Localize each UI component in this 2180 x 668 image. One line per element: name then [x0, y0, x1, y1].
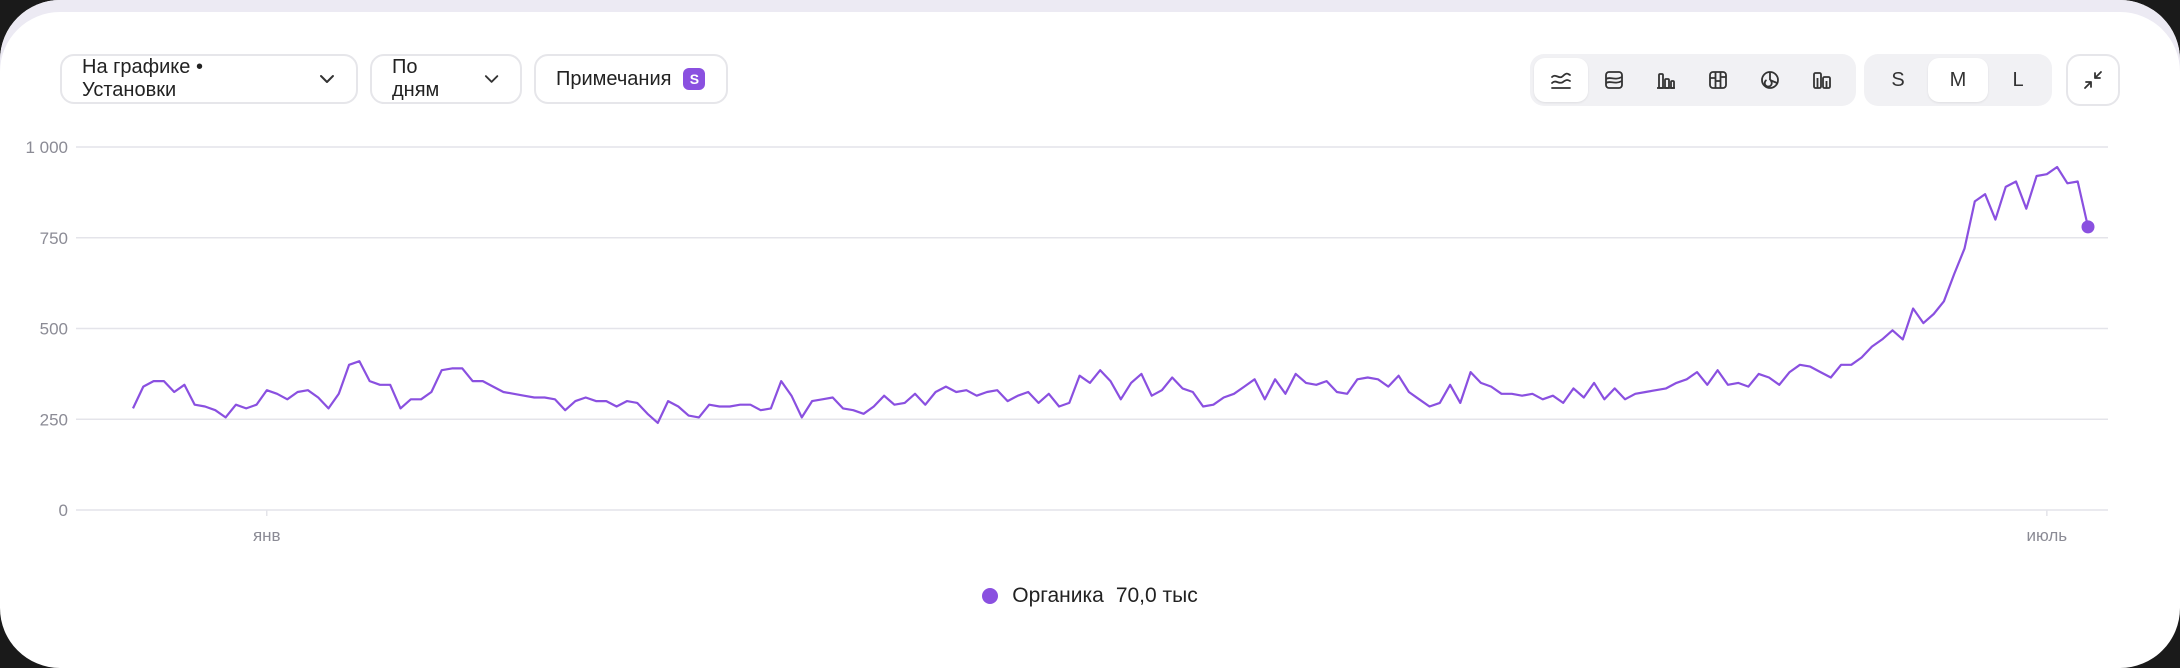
- chevron-down-icon: [484, 75, 499, 83]
- notes-button-label: Примечания: [556, 67, 672, 90]
- series-last-point: [2081, 220, 2095, 234]
- size-option-s[interactable]: S: [1891, 68, 1905, 91]
- y-tick-label: 750: [40, 229, 68, 248]
- line-chart: 1 000 750 500 250 0 янв июль: [25, 138, 2108, 545]
- size-switcher: S M L: [1864, 54, 2052, 106]
- notes-badge: S: [683, 68, 706, 90]
- chart-type-stacked-bar[interactable]: [1692, 58, 1744, 102]
- size-option-m[interactable]: M: [1928, 58, 1988, 102]
- legend-series-name: Органика: [1012, 584, 1104, 607]
- chart-type-grouped-bar[interactable]: [1796, 58, 1848, 102]
- period-dropdown-label: По дням: [392, 56, 440, 101]
- legend-series-total: 70,0 тыс: [1115, 584, 1198, 607]
- y-tick-label: 1 000: [25, 138, 68, 157]
- y-tick-label: 0: [59, 501, 68, 520]
- bar-chart-icon: [1657, 73, 1675, 89]
- stacked-area-icon: [1605, 71, 1623, 89]
- line-chart-icon: [1551, 72, 1571, 89]
- notes-button[interactable]: Примечания S: [534, 54, 728, 104]
- x-tick-label: июль: [2027, 526, 2068, 545]
- y-tick-label: 500: [40, 320, 68, 339]
- collapse-button[interactable]: [2066, 54, 2120, 106]
- size-option-l[interactable]: L: [2012, 68, 2024, 91]
- chevron-down-icon: [320, 75, 335, 83]
- metric-dropdown-label: На графике • Установки: [82, 56, 203, 101]
- legend-marker: [982, 588, 999, 604]
- chart-toolbar: На графике • Установки По дням Примечани…: [58, 54, 2120, 108]
- chart-type-switcher: [1530, 54, 1856, 106]
- grouped-bar-icon: [1813, 72, 1831, 89]
- series-line-organika: [132, 165, 2090, 424]
- collapse-icon: [2084, 71, 2102, 89]
- chart-type-stacked-area[interactable]: [1588, 58, 1640, 102]
- period-dropdown[interactable]: По дням: [370, 54, 522, 104]
- pie-chart-icon: [1761, 71, 1779, 89]
- y-tick-label: 250: [40, 410, 68, 429]
- chart-type-pie[interactable]: [1744, 58, 1796, 102]
- stacked-bar-icon: [1709, 71, 1727, 89]
- chart-type-line[interactable]: [1534, 58, 1588, 102]
- chart-legend: Органика 70,0 тыс: [0, 584, 2180, 608]
- chart-type-bar[interactable]: [1640, 58, 1692, 102]
- metric-dropdown[interactable]: На графике • Установки: [60, 54, 358, 104]
- x-tick-label: янв: [253, 526, 281, 545]
